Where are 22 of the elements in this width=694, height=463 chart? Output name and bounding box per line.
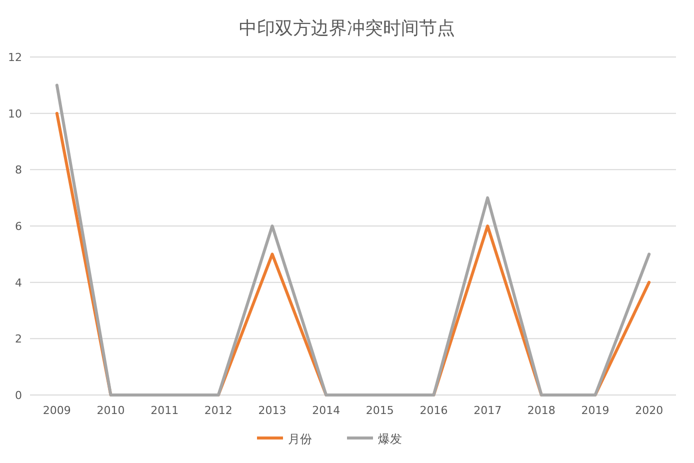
ytick: 6 — [15, 220, 22, 233]
ytick: 2 — [15, 332, 22, 346]
xtick: 2016 — [420, 404, 448, 417]
xtick: 2009 — [42, 404, 71, 417]
legend: 爆发 — [378, 432, 402, 446]
xtick: 2011 — [150, 404, 179, 417]
xtick: 2014 — [312, 404, 340, 417]
xtick: 2018 — [527, 404, 556, 417]
ytick: 0 — [15, 389, 22, 402]
xtick: 2015 — [366, 404, 394, 417]
xtick: 2012 — [204, 404, 232, 417]
ytick: 8 — [15, 164, 22, 177]
xtick: 2010 — [96, 404, 125, 417]
ytick: 4 — [15, 276, 22, 290]
ytick: 10 — [8, 107, 22, 120]
title: 中印双方边界冲突时间节点 — [239, 18, 455, 39]
ytick: 12 — [8, 51, 22, 64]
xtick: 2019 — [581, 404, 610, 417]
xtick: 2013 — [258, 404, 286, 417]
xtick: 2017 — [474, 404, 502, 417]
xtick: 2020 — [635, 404, 664, 417]
legend: 月份 — [288, 432, 312, 446]
